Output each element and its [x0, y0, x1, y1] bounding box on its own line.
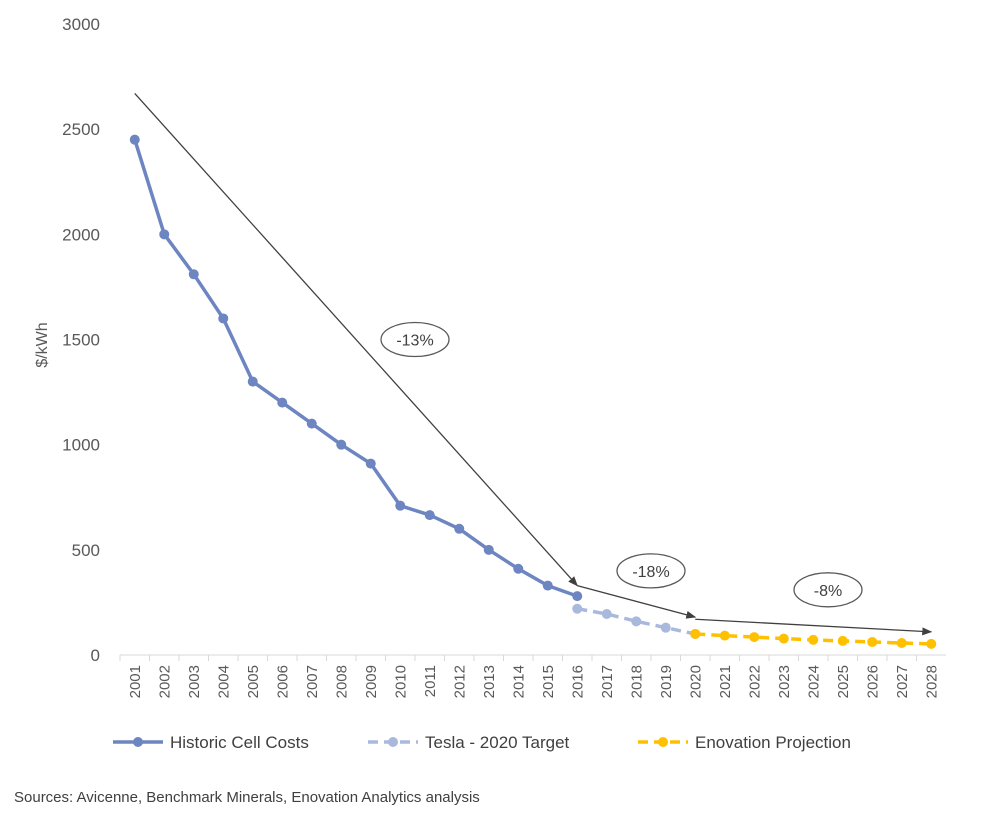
data-point — [513, 563, 524, 574]
data-point — [660, 622, 671, 633]
data-point — [896, 638, 907, 649]
x-tick-label: 2025 — [835, 665, 852, 698]
x-tick-label: 2021 — [717, 665, 734, 698]
x-tick-label: 2024 — [805, 665, 822, 698]
x-tick-label: 2013 — [481, 665, 498, 698]
series-2 — [690, 628, 937, 649]
legend-label: Enovation Projection — [695, 733, 851, 752]
data-point — [926, 638, 937, 649]
x-tick-label: 2005 — [245, 665, 262, 698]
y-tick-label: 500 — [72, 541, 100, 560]
data-point — [218, 313, 229, 324]
legend-label: Historic Cell Costs — [170, 733, 309, 752]
trend-label-bubble — [616, 553, 686, 589]
y-axis-title: $/kWh — [34, 322, 51, 367]
x-tick-label: 2019 — [658, 665, 675, 698]
x-tick-label: 2009 — [363, 665, 380, 698]
trend-arrow — [695, 618, 933, 636]
x-tick-label: 2020 — [687, 665, 704, 698]
y-tick-label: 1500 — [62, 331, 100, 350]
annotations: -13% -18% -8% — [134, 92, 933, 636]
series-line — [133, 139, 578, 598]
x-tick-label: 2027 — [894, 665, 911, 698]
x-tick-label: 2023 — [776, 665, 793, 698]
data-point — [365, 458, 376, 469]
y-tick-label: 3000 — [62, 15, 100, 34]
data-point — [454, 523, 465, 534]
data-point — [247, 376, 258, 387]
trend-label-bubble — [380, 321, 450, 358]
x-tick-label: 2002 — [156, 665, 173, 698]
x-tick-label: 2015 — [540, 665, 557, 698]
data-point — [542, 580, 553, 591]
data-point — [395, 500, 406, 511]
x-tick-label: 2003 — [186, 665, 203, 698]
series-line — [576, 606, 696, 636]
y-tick-label: 0 — [91, 646, 100, 665]
x-tick-label: 2010 — [392, 665, 409, 698]
trend-arrow — [134, 92, 578, 587]
trend-label: -8% — [814, 583, 842, 600]
trend-arrow — [577, 584, 697, 619]
data-point — [336, 439, 347, 450]
x-tick-label: 2026 — [864, 665, 881, 698]
x-tick-label: 2018 — [628, 665, 645, 698]
y-tick-label: 1000 — [62, 436, 100, 455]
x-tick-label: 2022 — [746, 665, 763, 698]
data-point — [572, 591, 583, 602]
series-0 — [129, 134, 583, 602]
x-tick-label: 2016 — [569, 665, 586, 698]
trend-label: -18% — [632, 564, 669, 581]
x-tick-label: 2001 — [127, 665, 144, 698]
data-point — [749, 632, 760, 643]
x-tick-label: 2014 — [510, 665, 527, 698]
data-point — [837, 635, 848, 646]
axes: 0 500 1000 1500 2000 2500 3000 2001 2002 2003 2004… — [62, 15, 946, 698]
trend-label: -13% — [396, 333, 433, 350]
y-tick-label: 2000 — [62, 225, 100, 244]
data-point — [188, 269, 199, 280]
data-point — [631, 616, 642, 627]
data-point — [159, 229, 170, 240]
series — [129, 134, 937, 649]
data-point — [129, 134, 140, 145]
y-tick-label: 2500 — [62, 120, 100, 139]
data-point — [808, 634, 819, 645]
data-point — [719, 630, 730, 641]
x-tick-label: 2011 — [422, 665, 439, 697]
legend-marker — [658, 737, 668, 747]
data-point — [601, 608, 612, 619]
legend: Historic Cell Costs Tesla - 2020 Target En… — [113, 733, 851, 752]
legend-label: Tesla - 2020 Target — [425, 733, 570, 752]
x-tick-label: 2006 — [274, 665, 291, 698]
data-point — [277, 397, 288, 408]
x-tick-label: 2017 — [599, 665, 616, 698]
series-1 — [572, 603, 701, 639]
data-point — [306, 418, 317, 429]
data-point — [867, 636, 878, 647]
x-tick-label: 2004 — [215, 665, 232, 698]
data-point — [778, 633, 789, 644]
legend-marker — [388, 737, 398, 747]
data-point — [572, 603, 583, 614]
trend-label-bubble — [793, 572, 863, 608]
legend-marker — [133, 737, 143, 747]
x-tick-label: 2012 — [451, 665, 468, 698]
x-tick-label: 2007 — [304, 665, 321, 698]
x-tick-label: 2028 — [923, 665, 940, 698]
data-point — [690, 628, 701, 639]
data-point — [483, 544, 494, 555]
sources-note: Sources: Avicenne, Benchmark Minerals, E… — [14, 789, 480, 806]
data-point — [424, 510, 435, 521]
x-tick-label: 2008 — [333, 665, 350, 698]
